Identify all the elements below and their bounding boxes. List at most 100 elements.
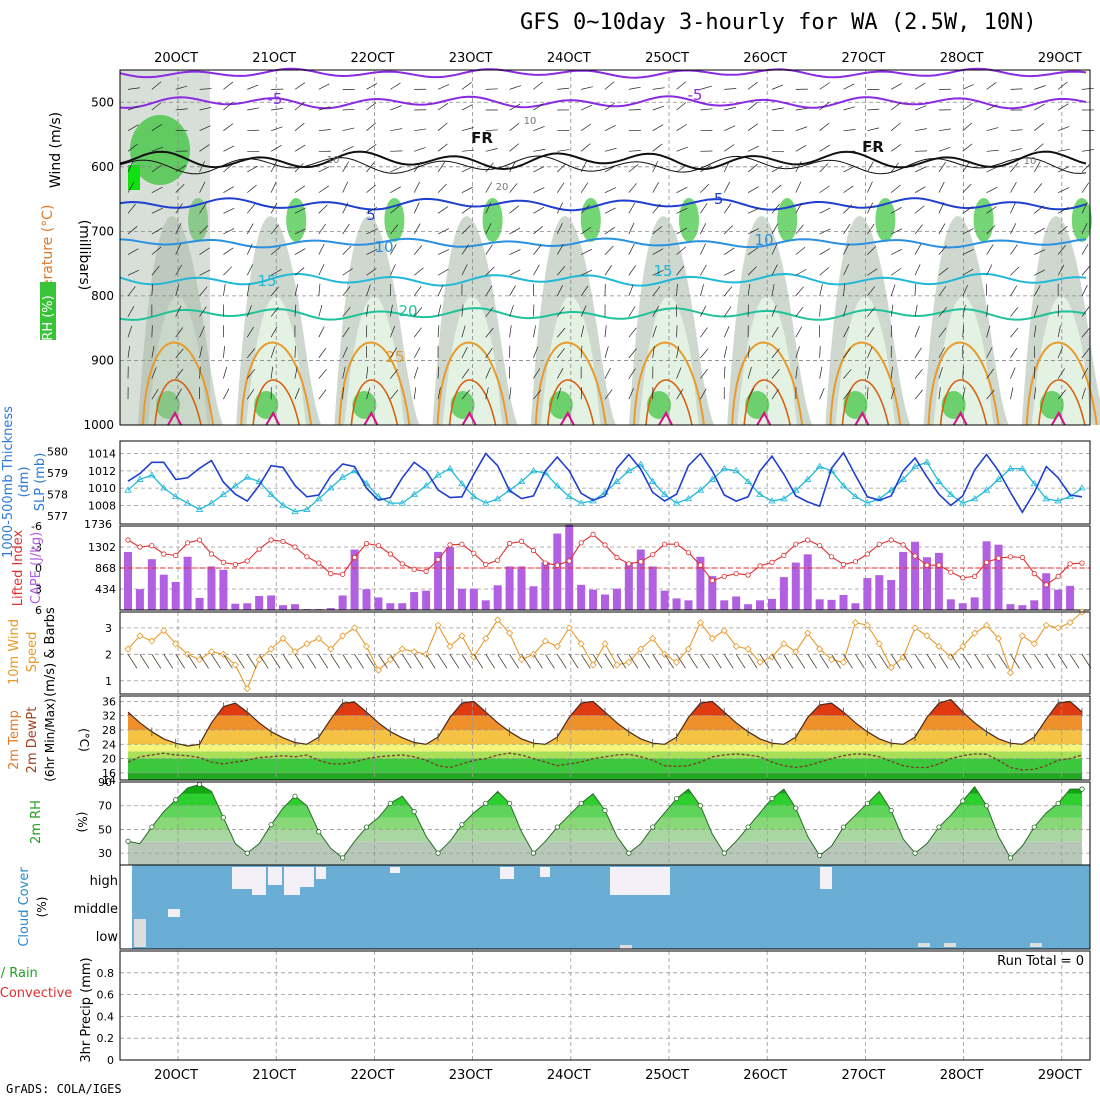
wind-speed-point: [828, 656, 836, 664]
thickness-axis-label: (dm): [17, 466, 32, 497]
wind-barb: [819, 387, 825, 400]
wind-barb: [1033, 387, 1037, 400]
high-cloud-bar: [284, 867, 300, 895]
run-total-label: Run Total = 0: [997, 954, 1084, 969]
wind-barb: [318, 106, 331, 111]
lifted-index-point: [828, 554, 835, 560]
wind-barb: [127, 143, 138, 152]
wind-barb: [1081, 367, 1089, 379]
wind-barb: [914, 304, 918, 317]
wind-barb: [747, 186, 759, 193]
rh2m-point: [769, 795, 775, 802]
wind-barb: [1010, 654, 1020, 669]
wind-barb: [1057, 389, 1066, 400]
wind-speed-point: [410, 648, 418, 656]
rh-moist-patch: [1039, 391, 1064, 419]
wind-barb: [246, 243, 253, 255]
cape-bar: [934, 552, 943, 610]
wind-tick-label: 3: [105, 622, 112, 635]
wind-barb: [485, 129, 498, 132]
wind-barb: [199, 247, 210, 255]
wind-barb: [867, 286, 876, 297]
rh-color-band: [128, 793, 1082, 806]
wind-barb: [890, 284, 896, 297]
pressure-tick-label: 900: [91, 353, 114, 367]
wind-barb: [628, 86, 641, 90]
wind-speed-point: [517, 656, 526, 664]
top-date-label: 20OCT: [154, 51, 198, 66]
wind-barb: [986, 325, 991, 338]
lifted-index-point: [459, 541, 465, 547]
wind-speed-point: [899, 653, 907, 661]
rh2m-point: [864, 800, 870, 806]
wind-barb: [139, 654, 150, 669]
wind-barb: [390, 186, 401, 193]
isotherm-30-line: [1038, 379, 1086, 426]
wind-barb: [986, 127, 999, 132]
isotherm-line: [119, 237, 1087, 249]
wind-barb: [795, 126, 808, 132]
wind-speed-point: [231, 661, 239, 669]
wind-barb: [342, 268, 353, 276]
isotherm-label: 10: [327, 155, 340, 166]
rh-color-band: [128, 829, 1082, 842]
cape-bar: [863, 578, 872, 610]
wind-barb: [843, 243, 850, 255]
wind-barb: [485, 202, 492, 214]
wind-barb: [1057, 103, 1069, 111]
wind-barb: [557, 87, 570, 90]
isotherm-label: 5: [366, 206, 376, 224]
rh2m-point: [435, 850, 441, 856]
wind-barb: [533, 264, 540, 276]
wind-speed-point: [482, 634, 490, 643]
wind-barb: [437, 654, 448, 669]
rh2m-point: [125, 838, 131, 844]
wind-speed-point: [327, 645, 335, 653]
cape-bar: [457, 588, 466, 610]
lifted-index-point: [423, 568, 429, 575]
wind-barb: [199, 160, 205, 173]
wind-barb: [223, 345, 225, 358]
wind-barb: [318, 347, 327, 359]
wind-barb: [1081, 387, 1086, 400]
isotherm-label: 25: [385, 348, 404, 366]
rh2m-point: [363, 824, 370, 830]
wind-barb: [294, 345, 296, 358]
wind-barb: [390, 205, 400, 214]
rh2m-axis-label: 2m RH: [29, 800, 44, 844]
wind-barb: [867, 327, 875, 338]
lifted-index-point: [650, 552, 656, 558]
wind-barb: [795, 181, 802, 193]
wind-barb: [795, 326, 802, 338]
wind-barb: [962, 387, 966, 400]
wind-barb: [938, 285, 947, 297]
wind-barb: [271, 108, 284, 111]
cloud-level-label: high: [90, 874, 118, 889]
wind-barb: [723, 286, 733, 297]
wind-barb: [747, 345, 750, 358]
thickness-point: [160, 484, 168, 491]
pressure-unit-label: (millibars): [76, 220, 92, 291]
lifted-index-point: [149, 542, 155, 549]
lifted-index-point: [399, 561, 405, 567]
wind-barb: [413, 387, 417, 400]
cloud-unit-label: (%): [35, 897, 49, 918]
isotherm-25-line: [927, 341, 1000, 426]
wind-barb: [390, 368, 399, 379]
lifted-index-point: [530, 547, 537, 554]
wind-barb: [270, 654, 281, 669]
wind-speed-point: [732, 642, 740, 650]
thickness-point: [577, 499, 585, 506]
cape-bar: [958, 603, 967, 610]
wind-speed-point: [1030, 640, 1038, 648]
isotherm-label: 10: [374, 238, 393, 256]
wind-barb: [1057, 206, 1069, 214]
wind-barb: [867, 387, 869, 400]
rh2m-point: [697, 803, 704, 809]
cape-bar: [362, 589, 371, 610]
wind-barb: [318, 389, 327, 400]
wind-barb: [151, 146, 164, 152]
wind-barb: [390, 82, 401, 90]
wind-barb: [580, 345, 583, 358]
wind-barb: [294, 228, 306, 235]
